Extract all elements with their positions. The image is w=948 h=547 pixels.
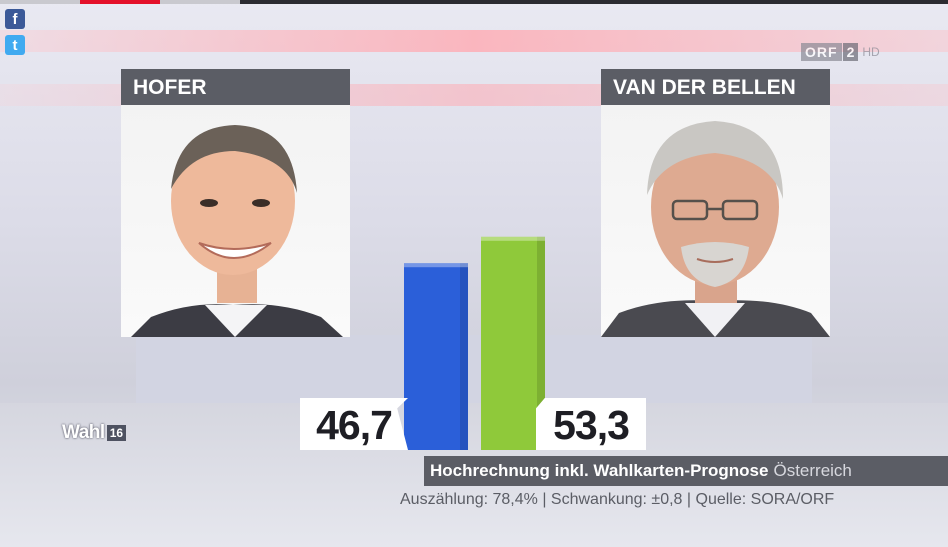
wahl-logo-year: 16: [106, 425, 127, 441]
bar-body: [481, 236, 545, 450]
candidate-photo-van-der-bellen: [601, 105, 830, 337]
candidate-name: HOFER: [121, 69, 350, 105]
bar-hofer: [404, 263, 468, 450]
projection-title: Hochrechnung inkl. Wahlkarten-Prognose: [430, 461, 769, 480]
background-stripe: [0, 30, 948, 52]
bar-body: [404, 263, 468, 450]
bar-highlight: [404, 263, 468, 268]
data-label-van-der-bellen: 53,3: [536, 398, 646, 450]
bar-shade: [460, 263, 468, 450]
orf-logo-text: ORF: [801, 43, 842, 61]
orf-channel-number: 2: [842, 43, 859, 61]
wahl-logo-text: Wahl: [62, 422, 105, 443]
bar-shade: [537, 236, 545, 450]
facebook-icon[interactable]: f: [5, 9, 25, 29]
projection-region: Österreich: [773, 461, 852, 480]
top-bar-red-segment: [80, 0, 160, 4]
candidate-card-hofer: HOFER: [121, 69, 350, 337]
bar-chart: [404, 236, 545, 450]
source-footnote: Auszählung: 78,4% | Schwankung: ±0,8 | Q…: [400, 491, 835, 508]
top-bar-dark-segment: [240, 0, 948, 4]
projection-caption: Hochrechnung inkl. Wahlkarten-Prognose Ös…: [424, 456, 948, 486]
bar-van-der-bellen: [481, 236, 545, 450]
top-progress-bar: [0, 0, 948, 4]
candidate-card-van-der-bellen: VAN DER BELLEN: [601, 69, 830, 337]
candidate-name: VAN DER BELLEN: [601, 69, 830, 105]
wahl16-logo: Wahl 16: [62, 422, 127, 444]
twitter-icon[interactable]: t: [5, 35, 25, 55]
pedestal: [136, 335, 812, 403]
bar-highlight: [481, 236, 545, 241]
data-label-hofer: 46,7: [300, 398, 408, 450]
candidate-photo-hofer: [121, 105, 350, 337]
hd-badge: HD: [862, 45, 880, 59]
orf2-logo: ORF 2 HD: [801, 43, 880, 61]
